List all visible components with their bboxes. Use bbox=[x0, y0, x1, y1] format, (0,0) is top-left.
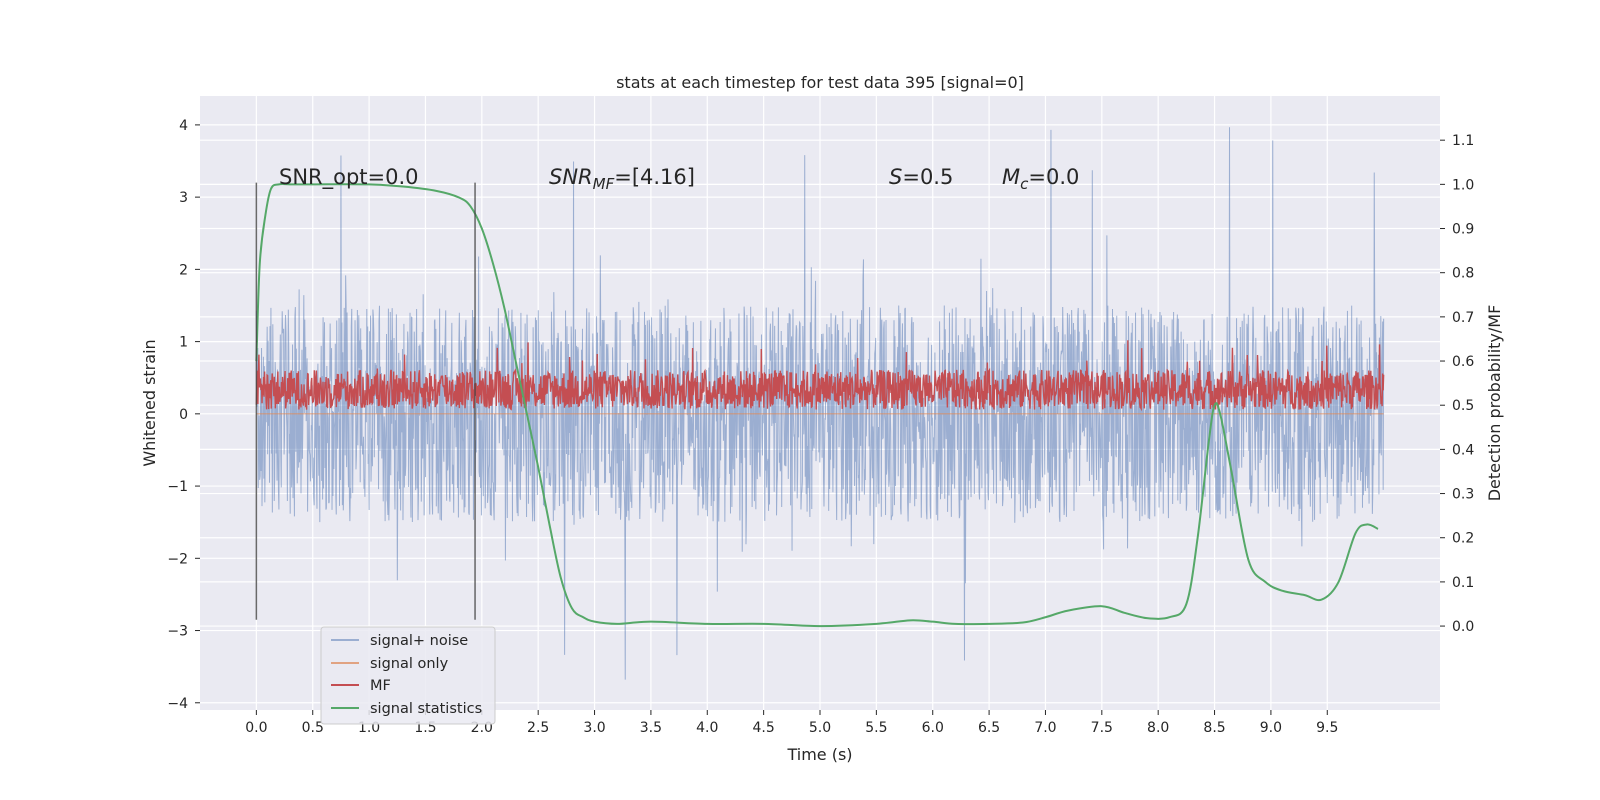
y-tick-label: −2 bbox=[167, 551, 188, 567]
mf-series bbox=[255, 340, 1385, 412]
annotation-snr-mf-sub: MF bbox=[593, 175, 615, 193]
y2-axis-ticks: 0.0 0.1 0.2 0.3 0.4 0.5 0.6 0.7 0.8 0.9 1.0 1.1 bbox=[1440, 133, 1474, 635]
x-tick-label: 6.5 bbox=[978, 720, 1000, 736]
legend-label-mf: MF bbox=[370, 678, 391, 694]
x-tick-label: 2.5 bbox=[527, 720, 549, 736]
x-tick-label: 7.0 bbox=[1034, 720, 1056, 736]
y2-tick-label: 0.3 bbox=[1452, 487, 1474, 503]
annotation-snr-opt: SNR_opt=0.0 bbox=[279, 165, 419, 190]
y-tick-label: −4 bbox=[167, 696, 188, 712]
x-tick-label: 4.0 bbox=[696, 720, 718, 736]
y-tick-label: −1 bbox=[167, 479, 188, 495]
y-axis-label: Whitened strain bbox=[140, 339, 159, 466]
y2-tick-label: 1.1 bbox=[1452, 133, 1474, 149]
y-tick-label: 3 bbox=[179, 190, 188, 206]
y2-tick-label: 0.6 bbox=[1452, 354, 1474, 370]
x-tick-label: 0.0 bbox=[245, 720, 267, 736]
x-tick-label: 3.0 bbox=[583, 720, 605, 736]
signal-plus-noise-series bbox=[255, 127, 1385, 680]
legend: signal+ noise signal only MF signal stat… bbox=[320, 626, 496, 725]
annotation-s-value: =0.5 bbox=[902, 165, 953, 189]
annotation-mc: Mc=0.0 bbox=[1002, 165, 1079, 193]
x-tick-label: 9.0 bbox=[1260, 720, 1282, 736]
legend-box bbox=[320, 626, 496, 725]
y2-tick-label: 1.0 bbox=[1452, 177, 1474, 193]
mf-line bbox=[255, 340, 1385, 412]
x-tick-label: 3.5 bbox=[640, 720, 662, 736]
legend-label-signal-plus-noise: signal+ noise bbox=[370, 633, 468, 649]
chart-title: stats at each timestep for test data 395… bbox=[616, 73, 1024, 92]
x-tick-label: 7.5 bbox=[1091, 720, 1113, 736]
y-tick-label: 4 bbox=[179, 118, 188, 134]
y-tick-label: 2 bbox=[179, 262, 188, 278]
y2-tick-label: 0.7 bbox=[1452, 310, 1474, 326]
legend-label-signal-statistics: signal statistics bbox=[370, 701, 482, 717]
annotation-snr-mf-base: SNR bbox=[549, 165, 593, 189]
x-tick-label: 5.0 bbox=[809, 720, 831, 736]
y-tick-label: −3 bbox=[167, 624, 188, 640]
y2-tick-label: 0.4 bbox=[1452, 442, 1474, 458]
y2-tick-label: 0.9 bbox=[1452, 222, 1474, 238]
annotation-s: S=0.5 bbox=[889, 165, 953, 189]
x-tick-label: 4.5 bbox=[753, 720, 775, 736]
signal-statistics-line bbox=[255, 183, 1379, 628]
signal-plus-noise-line bbox=[255, 127, 1385, 680]
x-tick-label: 6.0 bbox=[922, 720, 944, 736]
y2-tick-label: 0.8 bbox=[1452, 266, 1474, 282]
y2-tick-label: 0.5 bbox=[1452, 398, 1474, 414]
x-tick-label: 5.5 bbox=[865, 720, 887, 736]
x-tick-label: 9.5 bbox=[1316, 720, 1338, 736]
y2-tick-label: 0.0 bbox=[1452, 619, 1474, 635]
legend-label-signal-only: signal only bbox=[370, 656, 449, 672]
annotation-mc-value: =0.0 bbox=[1028, 165, 1079, 189]
y2-axis-label: Detection probability/MF bbox=[1485, 305, 1504, 502]
annotation-mc-sub: c bbox=[1020, 175, 1029, 193]
x-tick-label: 0.5 bbox=[302, 720, 324, 736]
y-tick-label: 0 bbox=[179, 407, 188, 423]
annotation-snr-mf: SNRMF=[4.16] bbox=[549, 165, 695, 193]
annotation-s-label: S bbox=[889, 165, 902, 189]
x-tick-label: 8.5 bbox=[1203, 720, 1225, 736]
y-axis-ticks: −4 −3 −2 −1 0 1 2 3 4 bbox=[167, 118, 200, 712]
x-tick-label: 8.0 bbox=[1147, 720, 1169, 736]
x-axis-label: Time (s) bbox=[786, 745, 852, 764]
signal-statistics-series bbox=[255, 183, 1379, 628]
annotation-snr-mf-value: =[4.16] bbox=[614, 165, 695, 189]
y-tick-label: 1 bbox=[179, 335, 188, 351]
annotation-mc-label: M bbox=[1002, 165, 1020, 189]
y2-tick-label: 0.1 bbox=[1452, 575, 1474, 591]
y2-tick-label: 0.2 bbox=[1452, 531, 1474, 547]
window-markers bbox=[255, 182, 476, 620]
